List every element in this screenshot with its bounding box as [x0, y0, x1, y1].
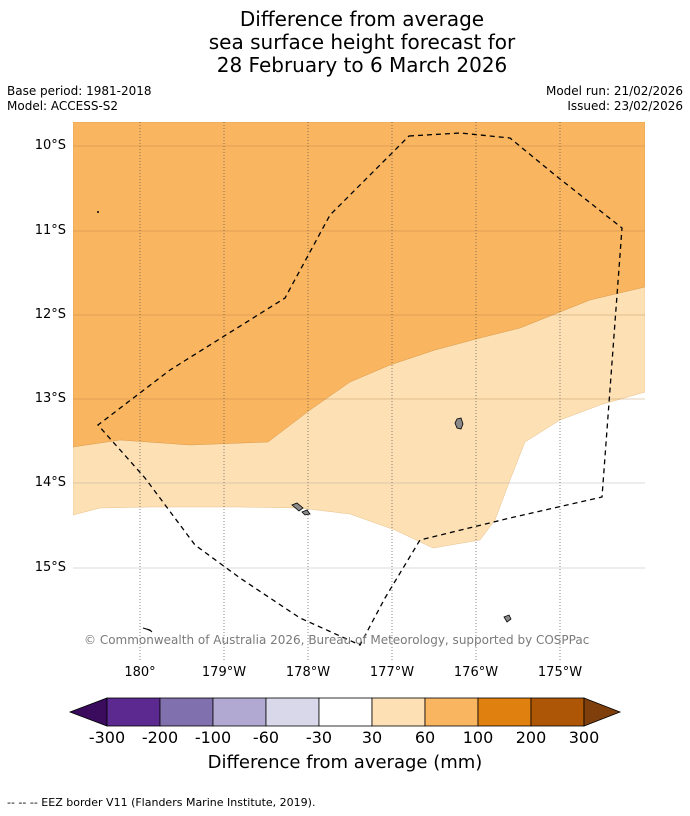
issued-date: Issued: 23/02/2026: [567, 99, 683, 113]
colorbar-tick: -30: [305, 728, 333, 747]
lon-label: 176°W: [453, 665, 499, 680]
copyright-notice: © Commonwealth of Australia 2026, Bureau…: [84, 633, 590, 647]
lon-label: 180°: [124, 665, 156, 680]
lat-label: 12°S: [34, 307, 66, 322]
anomaly-band-60-100: [73, 122, 645, 448]
map-area: [73, 122, 645, 660]
colorbar-segment: [318, 697, 373, 727]
colorbar: [68, 697, 622, 727]
model-run: Model run: 21/02/2026: [545, 84, 683, 98]
lat-label: 13°S: [34, 391, 66, 406]
lon-label: 179°W: [201, 665, 247, 680]
colorbar-tick: 100: [462, 728, 494, 747]
colorbar-tick: 30: [361, 728, 383, 747]
lat-label: 15°S: [34, 560, 66, 575]
colorbar-tick: -200: [141, 728, 179, 747]
colorbar-segment: [477, 697, 532, 727]
lat-label: 14°S: [34, 475, 66, 490]
lon-label: 177°W: [369, 665, 415, 680]
island-5: [142, 627, 153, 633]
colorbar-tick: 200: [515, 728, 547, 747]
colorbar-segment: [530, 697, 585, 727]
meta-right: Model run: 21/02/2026 Issued: 23/02/2026: [546, 84, 683, 114]
colorbar-segment: [106, 697, 161, 727]
title-line-2: sea surface height forecast for: [208, 30, 516, 54]
title-line-1: Difference from average: [239, 7, 485, 31]
lat-label: 10°S: [34, 138, 66, 153]
chart-title: Difference from average sea surface heig…: [0, 8, 690, 77]
colorbar-label: Difference from average (mm): [207, 752, 483, 773]
colorbar-segment: [424, 697, 479, 727]
colorbar-segment: [265, 697, 320, 727]
colorbar-extend-max: [583, 697, 622, 727]
island-2: [291, 502, 304, 512]
colorbar-tick: 60: [414, 728, 436, 747]
colorbar-tick: -60: [252, 728, 280, 747]
colorbar-segment: [212, 697, 267, 727]
lon-label: 175°W: [537, 665, 583, 680]
island-6: [97, 211, 99, 213]
base-period: Base period: 1981-2018: [7, 84, 152, 98]
island-3: [301, 509, 311, 516]
latitude-gridlines: [73, 145, 645, 569]
eez-border: [97, 132, 623, 646]
colorbar-segment: [371, 697, 426, 727]
island-1: [454, 417, 464, 430]
title-line-3: 28 February to 6 March 2026: [216, 53, 508, 77]
lat-label: 11°S: [34, 223, 66, 238]
colorbar-segment: [159, 697, 214, 727]
colorbar-tick: -100: [194, 728, 232, 747]
island-4: [503, 614, 512, 623]
lon-label: 178°W: [285, 665, 331, 680]
eez-legend: -- -- -- EEZ border V11 (Flanders Marine…: [7, 796, 316, 809]
colorbar-extend-min: [68, 697, 108, 727]
model-name: Model: ACCESS-S2: [7, 99, 119, 113]
meta-left: Base period: 1981-2018 Model: ACCESS-S2: [7, 84, 152, 114]
colorbar-tick: -300: [88, 728, 126, 747]
colorbar-tick: 300: [568, 728, 600, 747]
